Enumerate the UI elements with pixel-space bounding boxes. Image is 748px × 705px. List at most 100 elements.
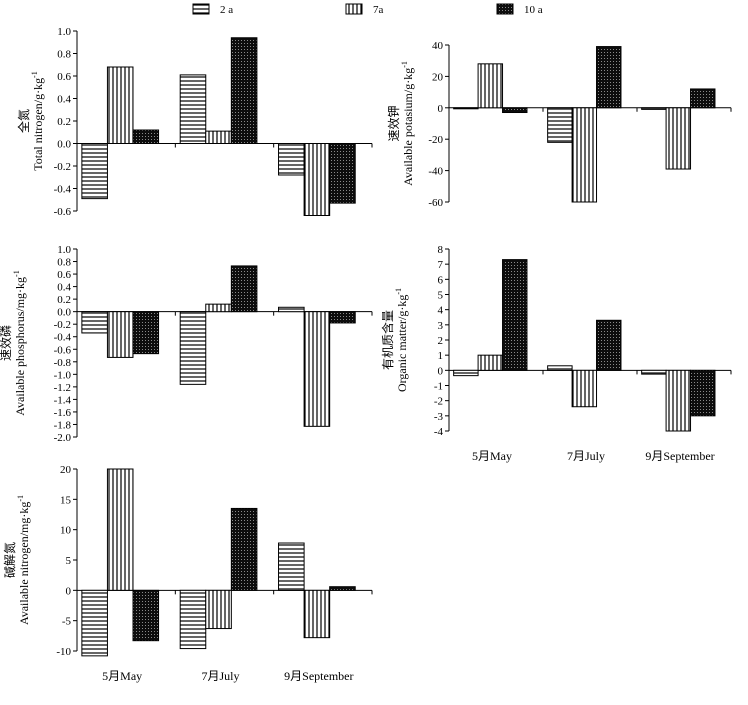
y-tick-label-available-phosphorus: -1.8	[54, 419, 72, 431]
y-tick-label-available-nitrogen: 10	[60, 525, 72, 537]
y-axis-label-superscript: -1	[12, 270, 21, 277]
bar-available-nitrogen-10a-0	[132, 589, 160, 642]
y-tick-label-available-phosphorus: 0.4	[57, 282, 71, 294]
chart-organic-matter: -4 -3 -2 -1 0 1 2 3 4 5 6 7 8 5月May 7月July 9月September 有…	[380, 244, 732, 463]
y-axis-label-text: Available potasium/g·kg	[401, 68, 415, 186]
bar-available-phosphorus-7a-2	[303, 311, 331, 427]
bar-available-potassium-2a-1	[547, 107, 573, 143]
y-tick-label-available-phosphorus: 1.0	[57, 244, 71, 256]
y-tick-label-organic-matter: 5	[438, 290, 444, 302]
bar-available-potassium-2a-0	[453, 107, 479, 110]
y-tick-label-total-nitrogen: 0.0	[57, 139, 71, 151]
category-label-organic-matter: 7月July	[567, 449, 605, 463]
legend-entry-2a: 2 a	[192, 3, 233, 16]
y-tick-label-available-phosphorus: -1.2	[54, 382, 71, 394]
chart-panels: -0.6-0.4-0.20.00.20.40.60.81.0全氮 Total ni…	[0, 26, 732, 683]
y-tick-label-organic-matter: -1	[434, 381, 443, 393]
legend-label-10a: 10 a	[524, 4, 543, 16]
bar-available-phosphorus-2a-1	[179, 311, 207, 385]
y-tick-label-organic-matter: 4	[438, 305, 444, 317]
y-tick-label-organic-matter: 8	[438, 244, 444, 256]
bar-available-potassium-2a-2	[641, 107, 667, 110]
legend-swatch-7a	[345, 3, 363, 15]
bar-organic-matter-7a-0	[477, 354, 504, 371]
y-tick-label-organic-matter: 2	[438, 335, 444, 347]
bar-total-nitrogen-2a-1	[179, 74, 207, 144]
y-tick-label-total-nitrogen: -0.4	[54, 184, 72, 196]
y-axis-label-total-nitrogen: Total nitrogen/g·kg-1	[30, 71, 45, 170]
bar-total-nitrogen-10a-1	[230, 37, 258, 144]
y-tick-label-available-nitrogen: -5	[62, 616, 72, 628]
y-tick-label-available-phosphorus: -0.4	[54, 332, 72, 344]
bar-available-phosphorus-10a-2	[329, 311, 356, 324]
y-tick-label-available-nitrogen: 20	[60, 464, 72, 476]
bar-available-nitrogen-2a-1	[179, 589, 207, 650]
legend-entry-7a: 7a	[345, 3, 384, 16]
bar-available-potassium-7a-1	[571, 107, 598, 203]
y-axis-label-cn-organic-matter: 有机质含量	[380, 310, 395, 370]
y-tick-label-available-potassium: -40	[428, 166, 443, 178]
bar-available-nitrogen-10a-1	[230, 507, 258, 591]
y-axis-label-available-potassium: Available potasium/g·kg-1	[400, 61, 415, 186]
y-tick-label-organic-matter: 7	[438, 259, 444, 271]
y-axis-label-superscript: -1	[30, 71, 39, 78]
y-axis-label-superscript: -1	[394, 288, 403, 295]
y-axis-label-organic-matter: Organic matter/g·kg-1	[394, 288, 409, 392]
y-tick-label-available-phosphorus: -0.2	[54, 319, 71, 331]
bar-total-nitrogen-10a-2	[329, 143, 356, 204]
bar-available-nitrogen-2a-2	[278, 542, 305, 591]
bar-available-phosphorus-7a-1	[205, 303, 232, 313]
category-label-available-nitrogen: 7月July	[201, 669, 239, 683]
y-tick-label-available-potassium: -20	[428, 134, 443, 146]
chart-total-nitrogen: -0.6 -0.4 -0.2 0.0 0.2 0.4 0.6 0.8 1.0 全氮 Total ni…	[16, 26, 373, 218]
y-tick-label-available-phosphorus: -0.6	[54, 344, 72, 356]
legend-label-7a: 7a	[373, 4, 384, 16]
y-axis-label-cn-available-nitrogen: 碱解氮	[2, 542, 17, 578]
y-tick-label-available-phosphorus: -1.6	[54, 407, 72, 419]
y-tick-label-total-nitrogen: -0.6	[54, 206, 72, 218]
y-axis-label-superscript: -1	[16, 495, 25, 502]
bar-available-phosphorus-2a-2	[278, 306, 305, 313]
y-tick-label-total-nitrogen: 0.6	[57, 71, 71, 83]
y-axis-label-text: Available phosphorus/mg·kg	[13, 277, 27, 416]
y-tick-label-available-phosphorus: -2.0	[54, 432, 72, 444]
y-tick-label-available-nitrogen: 15	[60, 494, 72, 506]
bar-available-potassium-10a-2	[690, 88, 716, 109]
legend-label-2a: 2 a	[220, 4, 233, 16]
bar-organic-matter-10a-2	[690, 369, 716, 417]
bar-organic-matter-10a-1	[596, 319, 622, 371]
bar-available-phosphorus-7a-0	[106, 311, 134, 358]
category-label-organic-matter: 5月May	[472, 449, 512, 463]
bar-total-nitrogen-7a-1	[205, 130, 232, 144]
y-tick-label-organic-matter: 3	[438, 320, 444, 332]
y-axis-label-text: Available nitrogen/mg·kg	[17, 502, 31, 625]
bar-available-potassium-10a-1	[596, 46, 622, 109]
bar-available-nitrogen-7a-2	[303, 589, 331, 639]
bar-total-nitrogen-7a-0	[106, 66, 134, 144]
y-tick-label-total-nitrogen: 1.0	[57, 26, 71, 38]
bar-organic-matter-2a-0	[453, 369, 479, 377]
legend-swatch-2a	[192, 3, 210, 15]
y-axis-label-cn-available-phosphorus: 速效磷	[0, 325, 13, 361]
bar-available-phosphorus-10a-0	[132, 311, 160, 355]
bar-organic-matter-10a-0	[502, 259, 528, 371]
y-tick-label-total-nitrogen: -0.2	[54, 161, 71, 173]
bar-organic-matter-2a-1	[547, 365, 573, 371]
y-axis-label-available-nitrogen: Available nitrogen/mg·kg-1	[16, 495, 31, 625]
y-tick-label-available-phosphorus: 0.2	[57, 294, 71, 306]
bar-available-nitrogen-7a-0	[106, 468, 134, 591]
chart-available-phosphorus: -2.0-1.8-1.6-1.4-1.2-1.0-0.8-0.6-0.4-0.2…	[0, 244, 373, 444]
y-tick-label-total-nitrogen: 0.4	[57, 94, 71, 106]
legend: 2 a 7a 10 a	[192, 3, 543, 16]
y-tick-label-organic-matter: 0	[438, 365, 444, 377]
y-tick-label-available-potassium: 20	[432, 71, 444, 83]
bar-total-nitrogen-2a-2	[278, 143, 305, 176]
legend-entry-10a: 10 a	[496, 3, 543, 16]
bar-organic-matter-7a-2	[665, 369, 692, 432]
y-axis-label-cn-total-nitrogen: 全氮	[16, 109, 31, 133]
bar-available-potassium-7a-0	[477, 63, 504, 109]
y-axis-label-cn-available-potassium: 速效钾	[386, 105, 401, 141]
y-axis-label-available-phosphorus: Available phosphorus/mg·kg-1	[12, 270, 27, 415]
bar-available-phosphorus-2a-0	[81, 311, 108, 334]
